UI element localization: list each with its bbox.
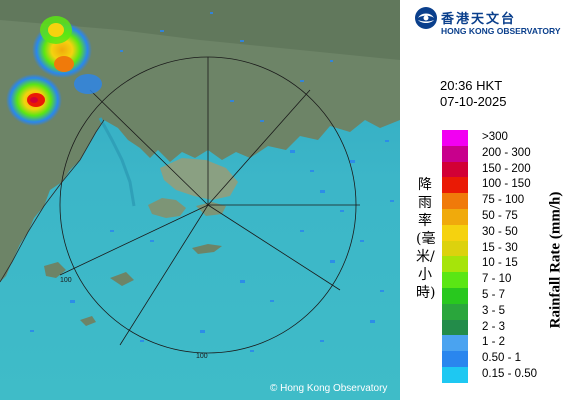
legend-color-swatch [442, 319, 468, 336]
observatory-emblem-icon [415, 7, 437, 29]
rainfall-legend: >300 200 - 300 150 - 200 100 - 150 75 - 100 5… [442, 130, 557, 383]
legend-row: 200 - 300 [442, 145, 557, 162]
legend-label: 0.15 - 0.50 [482, 367, 537, 380]
lamma-island [192, 244, 222, 254]
legend-label: 5 - 7 [482, 288, 506, 301]
legend-label: 7 - 10 [482, 273, 512, 286]
outlying-island [110, 272, 134, 286]
legend-label: 30 - 50 [482, 225, 518, 238]
legend-color-swatch [442, 240, 468, 257]
legend-label: 75 - 100 [482, 194, 525, 207]
legend-color-swatch [442, 177, 468, 194]
new-territories [160, 158, 238, 200]
radar-map: 100 100 [0, 0, 400, 400]
legend-color-swatch [442, 145, 468, 162]
legend-row: 15 - 30 [442, 240, 557, 257]
logo-english-name: HONG KONG OBSERVATORY [441, 26, 561, 36]
legend-row: 50 - 75 [442, 208, 557, 225]
legend-row: 2 - 3 [442, 319, 557, 336]
legend-label: 200 - 300 [482, 146, 531, 159]
legend-row: 1 - 2 [442, 335, 557, 352]
info-panel: 香港天文台 HONG KONG OBSERVATORY 20:36 HKT 07… [400, 0, 577, 400]
legend-row: >300 [442, 130, 557, 146]
legend-label: >300 [482, 131, 508, 143]
observatory-logo: 香港天文台 HONG KONG OBSERVATORY [414, 6, 574, 40]
legend-color-swatch [442, 130, 468, 146]
range-ring-label: 100 [196, 353, 208, 360]
legend-row: 0.50 - 1 [442, 351, 557, 367]
legend-color-swatch [442, 287, 468, 304]
legend-color-swatch [442, 256, 468, 273]
legend-color-swatch [442, 208, 468, 225]
legend-row: 5 - 7 [442, 287, 557, 304]
legend-row: 7 - 10 [442, 272, 557, 288]
observation-time: 20:36 HKT [440, 78, 503, 93]
legend-label: 1 - 2 [482, 336, 506, 349]
light-rain-dots [30, 12, 394, 352]
rain-echoes [6, 16, 102, 126]
mountain-shading [0, 0, 400, 60]
legend-row: 10 - 15 [442, 256, 557, 273]
legend-color-swatch [442, 224, 468, 241]
legend-label: 15 - 30 [482, 241, 518, 254]
legend-color-swatch [442, 303, 468, 320]
observation-date: 07-10-2025 [440, 94, 507, 109]
legend-label: 100 - 150 [482, 178, 531, 191]
legend-row: 75 - 100 [442, 193, 557, 209]
legend-title-english: Rainfall Rate (mm/h) [547, 191, 564, 329]
legend-color-swatch [442, 272, 468, 288]
legend-label: 10 - 15 [482, 257, 518, 270]
legend-row: 0.15 - 0.50 [442, 366, 557, 383]
lantau-island [148, 198, 186, 218]
legend-label: 150 - 200 [482, 162, 531, 175]
legend-color-swatch [442, 351, 468, 367]
legend-color-swatch [442, 193, 468, 209]
outlying-island [80, 316, 96, 326]
range-ring-label: 100 [60, 277, 72, 284]
legend-color-swatch [442, 335, 468, 352]
legend-row: 30 - 50 [442, 224, 557, 241]
copyright-text: © Hong Kong Observatory [270, 383, 388, 394]
legend-row: 100 - 150 [442, 177, 557, 194]
pearl-river [98, 117, 136, 207]
legend-title-chinese: 降雨率(毫米/小時) [416, 177, 436, 301]
legend-label: 2 - 3 [482, 320, 506, 333]
legend-color-swatch [442, 366, 468, 383]
legend-label: 0.50 - 1 [482, 352, 521, 365]
legend-label: 3 - 5 [482, 304, 506, 317]
legend-color-swatch [442, 161, 468, 178]
legend-label: 50 - 75 [482, 209, 518, 222]
mainland-landmass [0, 0, 400, 282]
legend-row: 150 - 200 [442, 161, 557, 178]
coastline [0, 119, 105, 283]
radar-map-graphic: 100 100 [0, 0, 400, 400]
logo-chinese-name: 香港天文台 [441, 12, 517, 27]
legend-row: 3 - 5 [442, 303, 557, 320]
macau-area [44, 262, 66, 278]
range-rings [59, 56, 360, 354]
